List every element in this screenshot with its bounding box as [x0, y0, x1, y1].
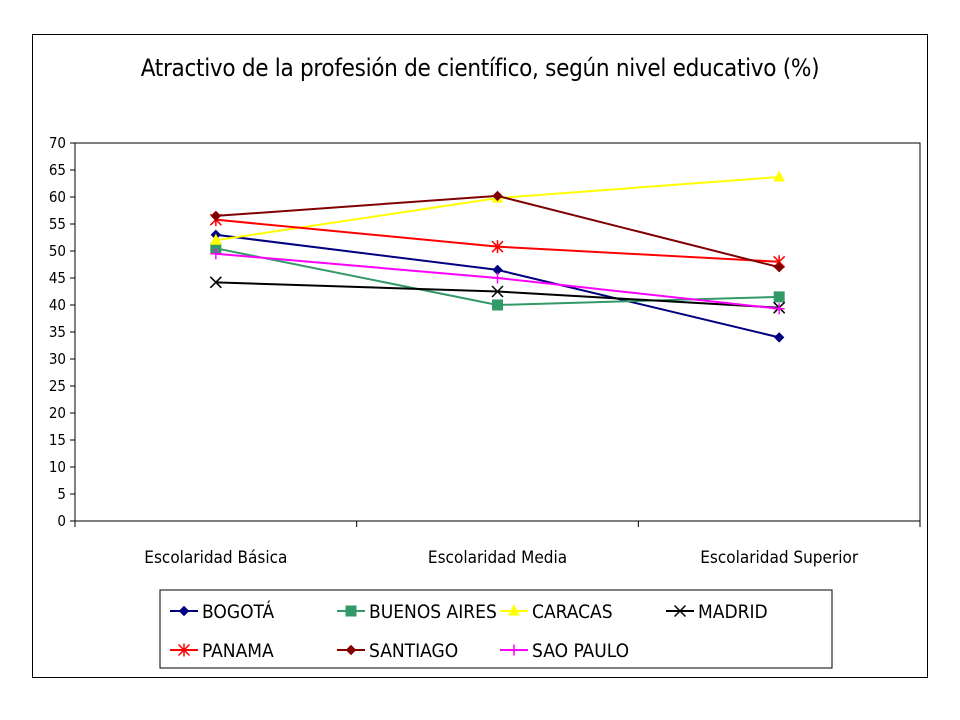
legend-label: PANAMA — [202, 640, 274, 662]
data-point-buenos-aires — [492, 299, 503, 311]
y-tick-label: 55 — [49, 215, 66, 233]
series-layer — [209, 170, 786, 343]
x-tick-label: Escolaridad Media — [428, 548, 567, 568]
legend-item-buenos-aires: BUENOS AIRES — [337, 601, 497, 623]
legend-swatch-marker — [178, 605, 190, 617]
legend-item-panama: PANAMA — [170, 640, 274, 662]
y-tick-label: 45 — [49, 269, 66, 287]
legend-label: SANTIAGO — [369, 640, 458, 662]
legend-label: SAO PAULO — [532, 640, 629, 662]
legend-label: BOGOTÁ — [202, 600, 275, 623]
data-point-sao-paulo — [210, 248, 222, 260]
series-bogota — [210, 229, 785, 343]
legend: BOGOTÁ BUENOS AIRES CARACAS MADRID PANAMA SAN… — [159, 589, 833, 669]
legend-item-bogota: BOGOTÁ — [170, 600, 275, 623]
data-point-caracas — [773, 170, 785, 182]
legend-swatch-marker — [673, 604, 687, 618]
y-axis: 0 5 10 15 20 25 30 35 40 45 50 55 60 65 70 — [49, 134, 75, 530]
chart-title: Atractivo de la profesión de científico,… — [140, 54, 820, 82]
x-tick-label: Escolaridad Básica — [144, 548, 287, 568]
legend-item-santiago: SANTIAGO — [337, 640, 458, 662]
y-tick-label: 15 — [49, 431, 66, 449]
y-tick-label: 20 — [49, 404, 66, 422]
legend-box — [159, 589, 833, 669]
legend-item-madrid: MADRID — [666, 601, 768, 623]
data-point-santiago — [492, 190, 503, 202]
y-tick-label: 40 — [49, 296, 66, 314]
y-tick-label: 60 — [49, 188, 66, 206]
legend-label: BUENOS AIRES — [369, 601, 497, 623]
legend-swatch-marker — [508, 604, 520, 616]
data-point-caracas — [210, 233, 222, 245]
y-tick-label: 30 — [49, 350, 66, 368]
data-point-santiago — [773, 261, 785, 273]
y-tick-label: 25 — [49, 377, 66, 395]
legend-item-sao-paulo: SAO PAULO — [500, 640, 629, 662]
y-tick-label: 65 — [49, 161, 66, 179]
data-point-sao-paulo — [773, 303, 785, 315]
data-point-sao-paulo — [492, 272, 503, 284]
legend-label: MADRID — [698, 601, 768, 623]
y-tick-label: 10 — [49, 458, 66, 476]
legend-swatch-marker — [177, 643, 191, 657]
plot-area — [74, 142, 921, 522]
y-tick-label: 5 — [57, 485, 66, 503]
y-tick-label: 50 — [49, 242, 66, 260]
legend-label: CARACAS — [532, 601, 613, 623]
data-point-santiago — [210, 210, 222, 222]
data-point-madrid — [209, 276, 222, 289]
data-point-panama — [491, 240, 504, 254]
data-point-bogota — [773, 332, 785, 343]
data-point-madrid — [491, 285, 504, 298]
y-tick-label: 35 — [49, 323, 66, 341]
series-sao-paulo — [210, 248, 785, 315]
data-point-buenos-aires — [773, 291, 785, 303]
y-tick-label: 0 — [57, 512, 66, 530]
legend-item-caracas: CARACAS — [500, 601, 613, 623]
y-tick-label: 70 — [49, 134, 66, 152]
legend-swatch-marker — [345, 644, 357, 656]
series-santiago — [210, 190, 785, 273]
x-axis: Escolaridad Básica Escolaridad Media Escol… — [74, 521, 921, 568]
legend-swatch-marker — [508, 644, 520, 656]
x-tick-label: Escolaridad Superior — [700, 548, 859, 568]
legend-swatch-marker — [345, 605, 357, 617]
